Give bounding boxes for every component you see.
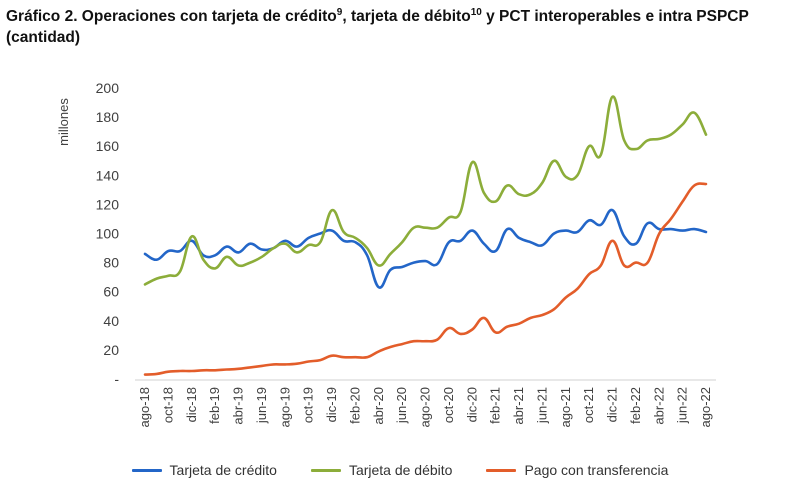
x-tick-label: oct-20 <box>441 387 456 423</box>
y-tick-label: 140 <box>96 167 120 183</box>
y-tick-label: 120 <box>96 196 120 212</box>
y-tick-label: 60 <box>103 284 119 300</box>
legend-item-transferencia: Pago con transferencia <box>486 462 668 478</box>
legend-swatch-credito <box>131 468 162 472</box>
x-tick-label: jun-21 <box>534 387 549 424</box>
title-part1: Gráfico 2. Operaciones con tarjeta de cr… <box>6 8 337 25</box>
x-tick-label: dic-20 <box>464 387 479 422</box>
x-tick-label: jun-19 <box>254 387 269 424</box>
title-part3: y PCT interoperables e intra PSPCP <box>481 8 749 25</box>
x-tick-label: feb-20 <box>347 387 362 424</box>
legend-label-credito: Tarjeta de crédito <box>169 462 277 478</box>
y-tick-label: 100 <box>96 226 120 242</box>
x-tick-label: abr-22 <box>651 387 666 425</box>
chart-title: Gráfico 2. Operaciones con tarjeta de cr… <box>6 6 796 48</box>
series-line-credito <box>143 208 708 289</box>
y-tick-label: - <box>114 371 119 387</box>
x-tick-label: feb-19 <box>207 387 222 424</box>
x-tick-label: feb-22 <box>628 387 643 424</box>
x-tick-label: ago-22 <box>698 387 713 427</box>
x-tick-label: dic-18 <box>184 387 199 422</box>
y-axis-label: millones <box>56 98 71 146</box>
title-subtitle: (cantidad) <box>6 29 81 46</box>
series-line-transferencia <box>143 182 708 376</box>
legend-swatch-debito <box>310 468 341 472</box>
x-tick-label: ago-20 <box>418 387 433 427</box>
y-tick-label: 40 <box>103 313 119 329</box>
x-tick-label: oct-21 <box>581 387 596 423</box>
x-tick-label: jun-22 <box>675 387 690 424</box>
x-tick-label: ago-18 <box>137 387 152 427</box>
x-tick-label: dic-21 <box>605 387 620 422</box>
legend-label-transferencia: Pago con transferencia <box>524 462 669 478</box>
x-tick-label: oct-18 <box>160 387 175 423</box>
legend-swatch-transferencia <box>486 468 517 472</box>
title-footnote-10: 10 <box>470 6 482 18</box>
legend-label-debito: Tarjeta de débito <box>348 462 453 478</box>
title-footnote-9: 9 <box>336 6 343 18</box>
x-tick-label: abr-19 <box>231 387 246 425</box>
series-layer <box>143 95 708 376</box>
y-axis: - 20 40 60 80 100 120 140 160 180 200 <box>96 80 120 387</box>
y-tick-label: 160 <box>96 138 120 154</box>
x-tick-label: abr-20 <box>371 387 386 425</box>
x-tick-label: ago-19 <box>277 387 292 427</box>
x-tick-label: dic-19 <box>324 387 339 422</box>
y-tick-label: 200 <box>96 80 120 96</box>
series-line-debito <box>143 95 708 286</box>
x-axis: ago-18 oct-18 dic-18 feb-19 abr-19 jun-19 ago-… <box>135 379 716 427</box>
x-tick-label: jun-20 <box>394 387 409 424</box>
line-chart: - 20 40 60 80 100 120 140 160 180 200 ago-18 oct-18… <box>56 80 716 427</box>
x-tick-label: feb-21 <box>488 387 503 424</box>
legend: Tarjeta de crédito Tarjeta de débito Pag… <box>0 462 800 478</box>
x-tick-label: ago-21 <box>558 387 573 427</box>
y-tick-label: 80 <box>103 255 119 271</box>
title-part2: , tarjeta de débito <box>342 8 471 25</box>
y-tick-label: 180 <box>96 109 120 125</box>
legend-item-credito: Tarjeta de crédito <box>131 462 277 478</box>
x-tick-label: abr-21 <box>511 387 526 425</box>
x-tick-label: oct-19 <box>301 387 316 423</box>
y-tick-label: 20 <box>103 342 119 358</box>
legend-item-debito: Tarjeta de débito <box>310 462 453 478</box>
